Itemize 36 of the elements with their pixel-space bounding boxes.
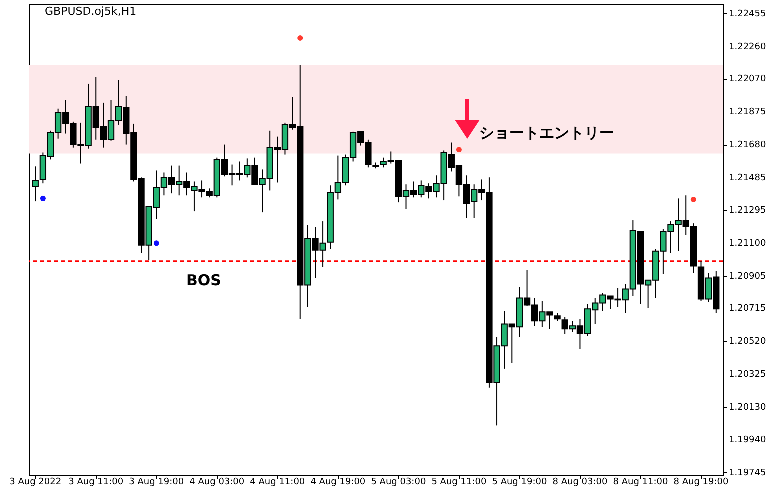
point [298,35,304,41]
x-tick-label: 3 Aug 11:00 [68,478,124,488]
x-tick-label: 4 Aug 11:00 [250,478,306,488]
ref-line-label: BOS [186,271,222,290]
x-tick-label: 4 Aug 19:00 [310,478,366,488]
point [690,196,696,202]
y-tick-label: 1.20130 [729,403,766,414]
x-tick-label: 5 Aug 19:00 [492,478,548,488]
y-tick-label: 1.21875 [729,108,766,118]
y-tick-label: 1.19745 [729,468,766,478]
y-tick-label: 1.20520 [729,337,766,348]
y-tick-label: 1.22455 [729,9,766,20]
y-tick-label: 1.21295 [729,206,766,216]
x-tick-label: 4 Aug 03:00 [190,478,245,488]
point [154,240,160,246]
point [456,147,462,153]
candlestick [32,166,39,202]
y-tick-label: 1.21100 [729,238,766,249]
y-tick-label: 1.22070 [729,74,766,85]
x-tick-label: 3 Aug 19:00 [129,478,184,488]
x-tick-label: 3 Aug 2022 [10,478,62,488]
y-tick-label: 1.20905 [729,272,766,282]
y-tick-label: 1.20715 [729,304,766,314]
x-tick-label: 8 Aug 19:00 [674,478,729,488]
y-tick-label: 1.22260 [729,42,766,52]
y-tick-label: 1.20325 [729,370,766,380]
point [40,196,46,202]
x-tick-label: 5 Aug 11:00 [432,478,487,488]
y-tick-label: 1.19940 [729,435,766,446]
chart-title: GBPUSD.oj5k,H1 [45,5,137,18]
y-tick-label: 1.21485 [729,174,766,184]
x-tick-label: 5 Aug 03:00 [371,478,426,488]
y-tick-label: 1.21680 [729,140,766,151]
x-tick-label: 8 Aug 11:00 [613,478,668,488]
x-tick-label: 8 Aug 03:00 [552,478,608,488]
annotation: ショートエントリー [480,124,614,142]
